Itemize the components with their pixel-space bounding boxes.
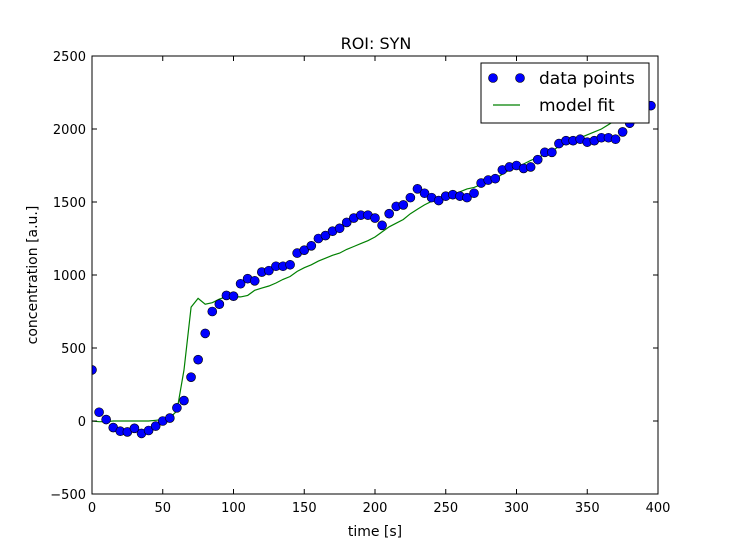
x-tick-label: 50 <box>154 501 171 516</box>
data-point <box>334 223 345 234</box>
data-point <box>179 395 189 406</box>
data-point <box>92 365 97 375</box>
data-point <box>547 147 557 158</box>
data-point <box>299 245 310 255</box>
x-tick-label: 100 <box>221 501 246 516</box>
x-tick-label: 0 <box>88 501 96 516</box>
legend-label-model-fit: model fit <box>539 96 615 116</box>
data-point <box>101 414 111 425</box>
data-point <box>532 154 543 165</box>
data-point <box>384 208 394 219</box>
y-tick-label: 0 <box>78 415 86 430</box>
y-tick-label: 2500 <box>53 50 86 65</box>
legend-marker-data-points-1 <box>488 73 498 83</box>
data-point <box>610 134 621 145</box>
x-tick-label: 200 <box>363 501 388 516</box>
data-point <box>207 306 218 317</box>
data-point <box>306 241 317 251</box>
data-point <box>412 184 423 194</box>
legend: data points model fit <box>480 62 650 124</box>
legend-marker-data-points-2 <box>515 73 525 83</box>
data-point <box>150 421 161 431</box>
data-point <box>490 173 501 184</box>
data-point <box>193 354 203 365</box>
data-point <box>320 230 331 241</box>
data-point <box>228 291 239 301</box>
data-point <box>341 217 352 228</box>
x-tick-label: 250 <box>433 501 458 516</box>
x-tick-label: 150 <box>292 501 317 516</box>
data-point <box>186 372 196 383</box>
data-point <box>525 162 536 172</box>
data-point <box>172 403 182 413</box>
data-point <box>377 220 387 231</box>
plot-area <box>92 99 656 439</box>
y-tick-label: 500 <box>61 342 86 357</box>
axes: 0 50 100 150 200 250 300 350 400−500050010001500… <box>50 50 670 516</box>
y-tick-label: 1000 <box>53 269 86 284</box>
data-point <box>94 407 104 418</box>
x-tick-label: 300 <box>504 501 529 516</box>
data-point <box>398 200 409 210</box>
y-tick-label: 2000 <box>53 123 86 138</box>
x-axis-label: time [s] <box>348 524 402 540</box>
data-point <box>433 195 444 206</box>
legend-box <box>480 62 650 124</box>
data-point <box>264 265 274 276</box>
data-point <box>405 192 416 203</box>
y-tick-label: 1500 <box>53 196 86 211</box>
y-tick-label: −500 <box>50 488 86 503</box>
legend-label-data-points: data points <box>539 69 635 89</box>
data-point <box>617 127 628 137</box>
data-point <box>143 425 154 436</box>
data-point <box>469 188 479 199</box>
data-point <box>165 413 175 423</box>
data-point <box>214 299 225 310</box>
data-point <box>462 192 472 203</box>
data-point <box>129 423 140 434</box>
y-axis-label: concentration [a.u.] <box>25 206 41 345</box>
data-point <box>285 259 295 270</box>
data-point <box>235 278 246 289</box>
data-point <box>419 188 430 199</box>
chart-title: ROI: SYN <box>341 34 412 53</box>
data-point <box>249 276 260 286</box>
data-point <box>200 328 210 339</box>
x-tick-label: 350 <box>575 501 600 516</box>
data-point <box>370 213 380 223</box>
x-tick-label: 400 <box>646 501 671 516</box>
